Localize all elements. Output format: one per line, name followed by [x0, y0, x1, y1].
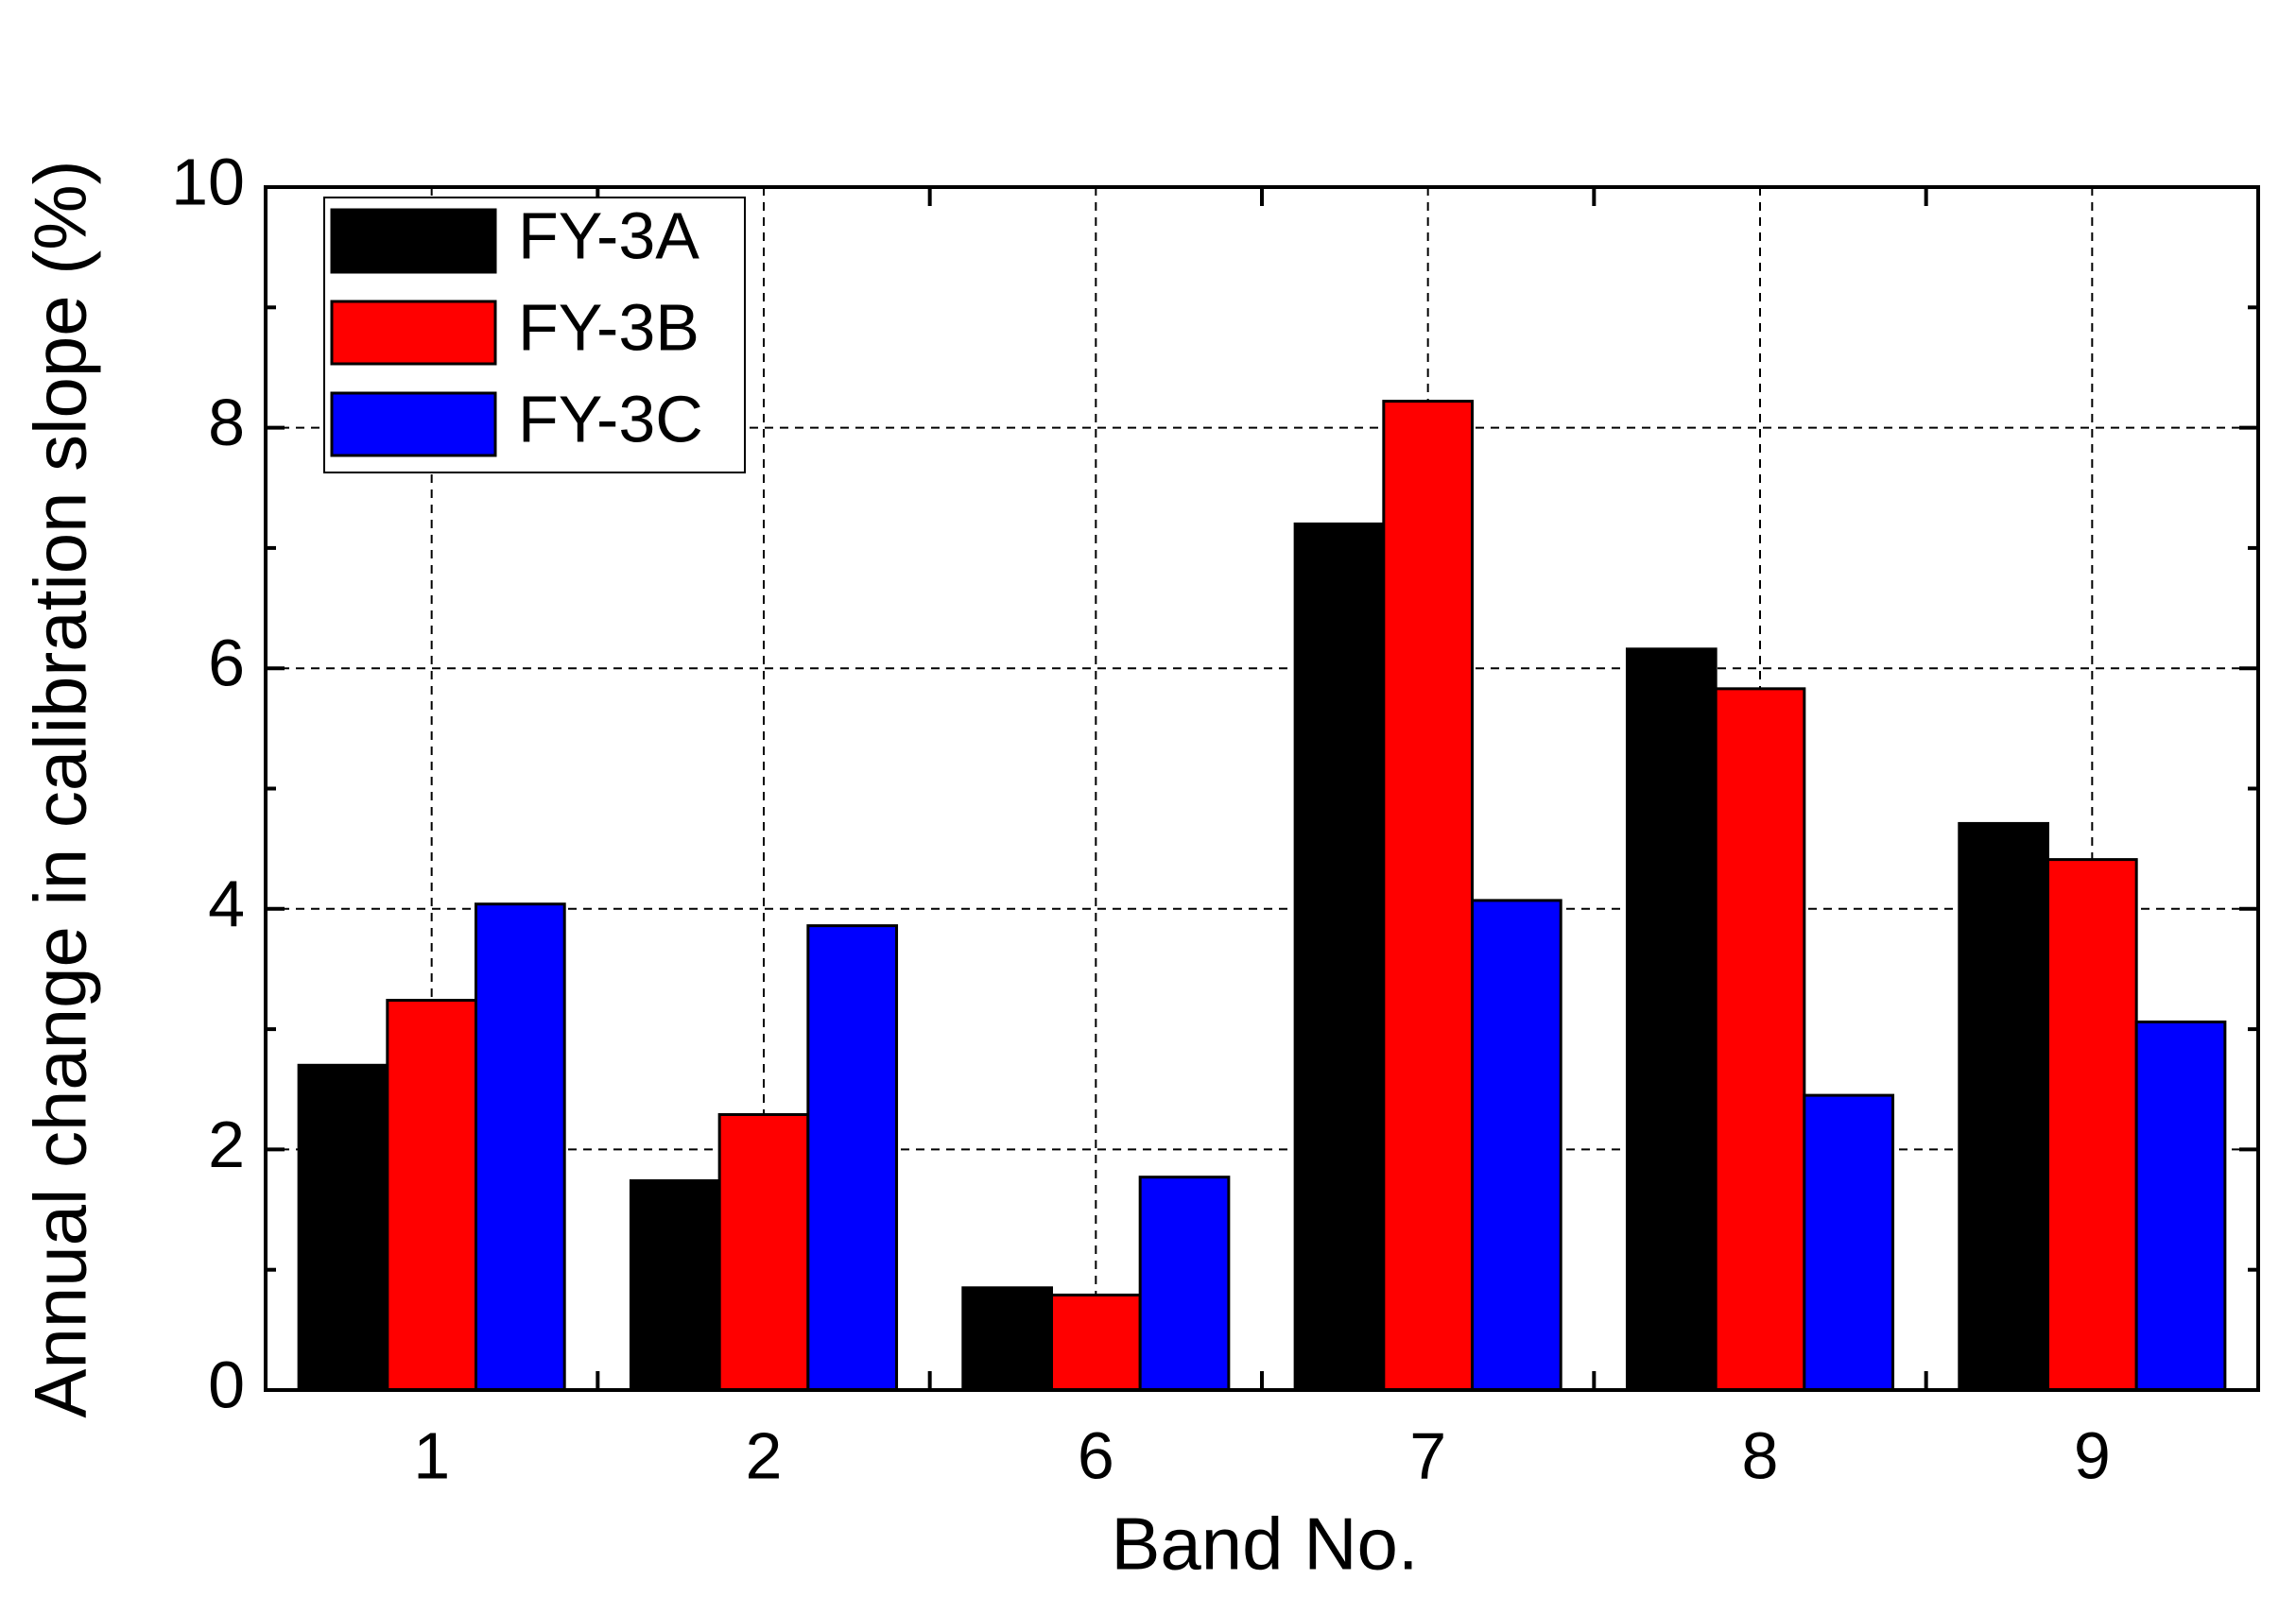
- x-tick-label: 7: [1409, 1418, 1446, 1492]
- x-tick-label: 9: [2074, 1418, 2111, 1492]
- x-tick-label: 6: [1078, 1418, 1114, 1492]
- y-tick-label: 6: [208, 627, 245, 700]
- bar: [717, 1112, 810, 1392]
- legend-swatch: [330, 300, 497, 366]
- x-axis-title: Band No.: [1111, 1502, 1418, 1586]
- x-tick-label: 1: [413, 1418, 450, 1492]
- bar: [2046, 858, 2138, 1392]
- legend-label: FY-3B: [518, 290, 699, 364]
- legend-label: FY-3A: [518, 198, 699, 272]
- y-tick-label: 10: [171, 145, 245, 218]
- bar: [1382, 400, 1475, 1392]
- bar: [1625, 647, 1718, 1392]
- bar: [1958, 821, 2049, 1392]
- bar: [1138, 1176, 1231, 1392]
- bar: [386, 999, 478, 1392]
- bar: [1714, 687, 1806, 1392]
- legend-label: FY-3C: [518, 382, 703, 455]
- x-tick-label: 8: [1742, 1418, 1779, 1492]
- y-tick-label: 8: [208, 386, 245, 459]
- bar: [1293, 522, 1386, 1392]
- legend-swatch: [330, 208, 497, 274]
- bar: [806, 924, 899, 1392]
- y-tick-label: 0: [208, 1348, 245, 1421]
- x-tick-label: 2: [746, 1418, 783, 1492]
- bar: [629, 1178, 721, 1392]
- bar: [2134, 1020, 2227, 1392]
- legend: FY-3A FY-3B FY-3C: [323, 197, 746, 473]
- y-tick-label: 2: [208, 1107, 245, 1181]
- bar: [475, 902, 566, 1392]
- bar: [1471, 899, 1562, 1392]
- y-tick-label: 4: [208, 867, 245, 940]
- bar: [1049, 1293, 1142, 1392]
- bar: [1803, 1093, 1895, 1392]
- legend-swatch: [330, 391, 497, 457]
- y-axis-title: Annual change in calibration slope (%): [19, 160, 102, 1417]
- bar: [297, 1063, 389, 1392]
- bar: [961, 1286, 1053, 1392]
